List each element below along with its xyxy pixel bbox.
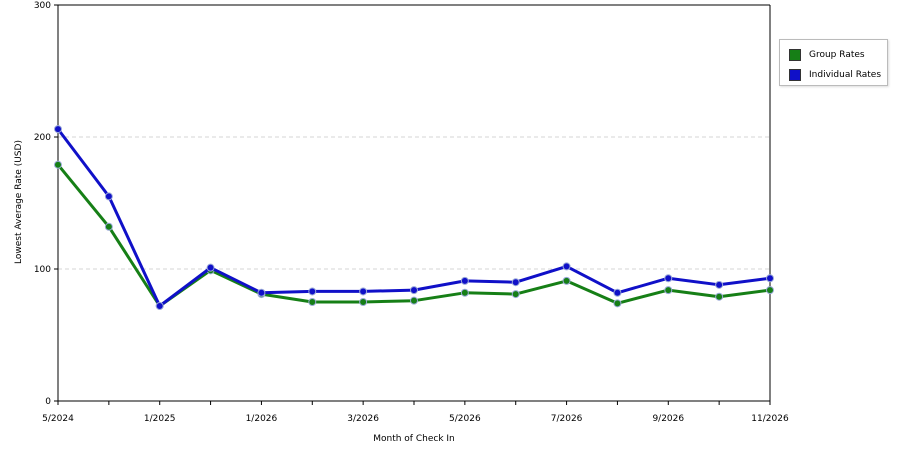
data-point-group-rates-8 — [460, 288, 469, 297]
data-point-group-rates-1 — [104, 222, 113, 231]
data-point-individual-rates-4 — [257, 288, 266, 297]
grid-lines — [58, 136, 770, 270]
data-point-individual-rates-12 — [664, 274, 673, 283]
x-axis-title: Month of Check In — [373, 434, 455, 444]
legend-item-group-rates: Group Rates — [789, 48, 865, 62]
legend-label-individual-rates: Individual Rates — [809, 70, 882, 80]
data-point-group-rates-5 — [308, 298, 317, 306]
data-point-individual-rates-11 — [613, 288, 622, 297]
x-tick-label-10: 7/2026 — [551, 414, 583, 424]
data-point-individual-rates-13 — [715, 280, 724, 289]
legend-swatch-group-rates — [789, 49, 801, 61]
x-tick-label-6: 3/2026 — [347, 414, 379, 424]
y-tick-label-0: 0 — [45, 397, 51, 407]
y-tick-label-200: 200 — [34, 133, 51, 143]
data-point-individual-rates-8 — [460, 276, 469, 285]
series-lines — [54, 125, 774, 310]
x-tick-label-2: 1/2025 — [144, 414, 176, 424]
data-point-individual-rates-0 — [54, 125, 62, 134]
data-point-group-rates-0 — [54, 160, 62, 169]
data-point-individual-rates-9 — [511, 278, 520, 287]
x-tick-label-8: 5/2026 — [449, 414, 481, 424]
data-point-group-rates-6 — [359, 298, 368, 306]
data-point-group-rates-12 — [664, 286, 673, 295]
data-point-group-rates-14 — [766, 286, 774, 295]
data-point-individual-rates-14 — [766, 274, 774, 283]
data-point-group-rates-9 — [511, 290, 520, 299]
data-point-individual-rates-10 — [562, 262, 571, 271]
data-point-group-rates-7 — [410, 296, 418, 305]
data-point-individual-rates-5 — [308, 287, 317, 296]
legend: Group Rates Individual Rates — [779, 39, 888, 86]
series-line-group-rates — [56, 163, 771, 308]
legend-item-individual-rates: Individual Rates — [789, 68, 881, 82]
data-point-group-rates-10 — [562, 276, 571, 285]
x-tick-label-4: 1/2026 — [246, 414, 278, 424]
x-tick-label-12: 9/2026 — [652, 414, 684, 424]
data-point-group-rates-11 — [613, 299, 622, 308]
x-tick-label-0: 5/2024 — [42, 414, 74, 424]
data-point-individual-rates-1 — [104, 192, 113, 201]
axes: 0 100 200 300 5/2024 1/2025 1/2026 3/2026 5/2026… — [34, 1, 789, 424]
data-point-individual-rates-6 — [359, 287, 368, 296]
x-tick-label-14: 11/2026 — [751, 414, 789, 424]
y-tick-label-300: 300 — [34, 1, 51, 11]
data-point-individual-rates-3 — [206, 263, 215, 272]
data-point-individual-rates-7 — [410, 286, 418, 295]
series-line-individual-rates — [56, 128, 771, 308]
legend-swatch-individual-rates — [789, 69, 801, 81]
y-axis-title: Lowest Average Rate (USD) — [14, 140, 24, 264]
legend-label-group-rates: Group Rates — [809, 50, 865, 60]
data-point-individual-rates-2 — [155, 301, 164, 310]
data-point-group-rates-13 — [715, 292, 724, 301]
y-tick-label-100: 100 — [34, 265, 51, 275]
